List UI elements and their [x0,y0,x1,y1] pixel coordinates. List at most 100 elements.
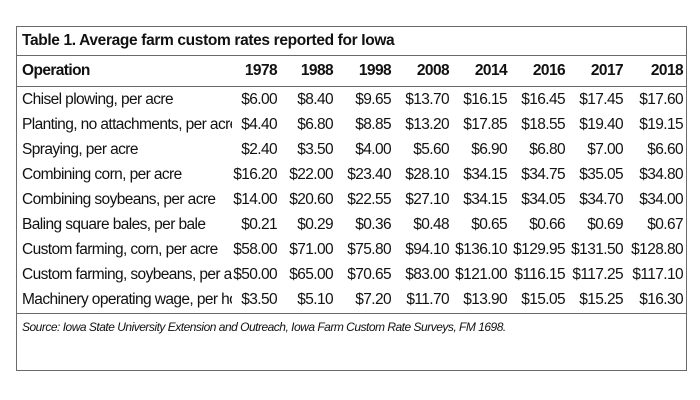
rate-cell: $3.50 [241,291,277,308]
rate-cell: $0.48 [413,215,449,233]
rate-cell: $0.69 [587,215,623,233]
rate-cell: $27.10 [405,190,449,208]
rate-cell: $2.40 [241,140,277,158]
operation-cell: Chisel plowing, per acre [22,90,174,108]
rate-cell: $7.00 [587,140,623,158]
rate-cell: $71.00 [289,240,333,258]
rate-cell: $6.90 [471,140,507,158]
operation-cell: Custom farming, soybeans, per acre [22,265,232,283]
operation-cell: Custom farming, corn, per acre [22,240,218,258]
table-row: Baling square bales, per bale $0.21 $0.29 $… [17,212,686,237]
rate-cell: $4.00 [355,140,391,158]
operation-cell: Machinery operating wage, per hour [22,291,232,308]
rate-cell: $0.66 [529,215,565,233]
rate-cell: $116.15 [514,265,565,283]
rate-cell: $13.90 [463,291,507,308]
table-row: Custom farming, corn, per acre $58.00 $71.… [17,237,686,262]
rate-cell: $136.10 [455,240,507,258]
rate-cell: $22.55 [347,190,391,208]
operation-cell: Baling square bales, per bale [22,215,206,233]
rate-cell: $5.60 [413,140,449,158]
column-header-year: 1998 [358,62,392,79]
rate-cell: $22.00 [289,165,333,183]
rate-cell: $117.10 [632,265,683,283]
rate-cell: $4.40 [241,115,277,133]
header-row: Operation 1978 1988 1998 2008 2014 2016 … [17,56,686,87]
operation-cell: Planting, no attachments, per acre [22,115,232,133]
table-row: Combining soybeans, per acre $14.00 $20.60… [17,187,686,212]
rate-cell: $131.50 [571,240,623,258]
rate-cell: $83.00 [405,265,449,283]
rate-cell: $23.40 [347,165,391,183]
rate-cell: $34.75 [521,165,565,183]
table-row: Machinery operating wage, per hour $3.50 $… [17,287,686,313]
rate-cell: $50.00 [233,265,277,283]
table-row: Spraying, per acre $2.40 $3.50 $4.00 $5.60 $6… [17,137,686,162]
rate-cell: $18.55 [521,115,565,133]
rate-cell: $16.20 [233,165,277,183]
operation-cell: Combining soybeans, per acre [22,190,216,208]
rate-cell: $16.45 [521,90,565,108]
rate-cell: $0.36 [355,215,391,233]
rate-cell: $19.40 [579,115,623,133]
rate-cell: $0.67 [647,215,683,233]
operation-cell: Combining corn, per acre [22,165,182,183]
rate-cell: $15.25 [579,291,623,308]
rate-cell: $9.65 [355,90,391,108]
rate-cell: $35.05 [579,165,623,183]
rate-cell: $15.05 [521,291,565,308]
rate-cell: $34.15 [463,165,507,183]
table-frame: Table 1. Average farm custom rates repor… [16,26,687,371]
column-header-year: 2014 [474,62,508,79]
column-header-year: 2018 [650,62,684,79]
rate-cell: $3.50 [297,140,333,158]
rate-cell: $5.10 [297,291,333,308]
rate-cell: $70.65 [347,265,391,283]
table-row: Planting, no attachments, per acre $4.40 $… [17,112,686,137]
rate-cell: $58.00 [233,240,277,258]
rate-cell: $7.20 [355,291,391,308]
rate-cell: $16.15 [463,90,507,108]
rate-cell: $117.25 [572,265,623,283]
table-row: Custom farming, soybeans, per acre $50.00… [17,262,686,287]
rate-cell: $75.80 [347,240,391,258]
rate-cell: $34.15 [463,190,507,208]
rate-cell: $34.05 [521,190,565,208]
rate-cell: $13.70 [405,90,449,108]
column-header-year: 2008 [416,62,450,79]
rate-cell: $6.60 [647,140,683,158]
rate-cell: $129.95 [513,240,565,258]
rate-cell: $0.21 [241,215,277,233]
rate-cell: $0.29 [297,215,333,233]
rate-cell: $34.70 [579,190,623,208]
rate-cell: $34.80 [639,165,683,183]
column-header-operation: Operation [22,62,90,79]
rate-cell: $0.65 [471,215,507,233]
rate-cell: $14.00 [233,190,277,208]
rate-cell: $8.85 [355,115,391,133]
rate-cell: $16.30 [639,291,683,308]
column-header-year: 2016 [532,62,566,79]
rate-cell: $121.00 [455,265,507,283]
column-header-year: 1978 [244,62,278,79]
rate-cell: $128.80 [631,240,683,258]
rate-cell: $11.70 [406,291,449,308]
operation-cell: Spraying, per acre [22,140,138,158]
rate-cell: $20.60 [289,190,333,208]
rate-cell: $34.00 [639,190,683,208]
rate-cell: $6.80 [297,115,333,133]
rate-cell: $17.45 [579,90,623,108]
table-title: Table 1. Average farm custom rates repor… [17,27,686,56]
column-header-year: 2017 [590,62,624,79]
rate-cell: $6.80 [529,140,565,158]
source-note: Source: Iowa State University Extension … [17,313,686,341]
rate-cell: $65.00 [289,265,333,283]
rate-cell: $17.60 [639,90,683,108]
rate-cell: $17.85 [463,115,507,133]
rate-cell: $8.40 [297,90,333,108]
custom-rates-table: Operation 1978 1988 1998 2008 2014 2016 … [17,56,686,313]
rate-cell: $94.10 [405,240,449,258]
rate-cell: $19.15 [639,115,683,133]
table-row: Chisel plowing, per acre $6.00 $8.40 $9.65 $… [17,87,686,113]
rate-cell: $13.20 [405,115,449,133]
